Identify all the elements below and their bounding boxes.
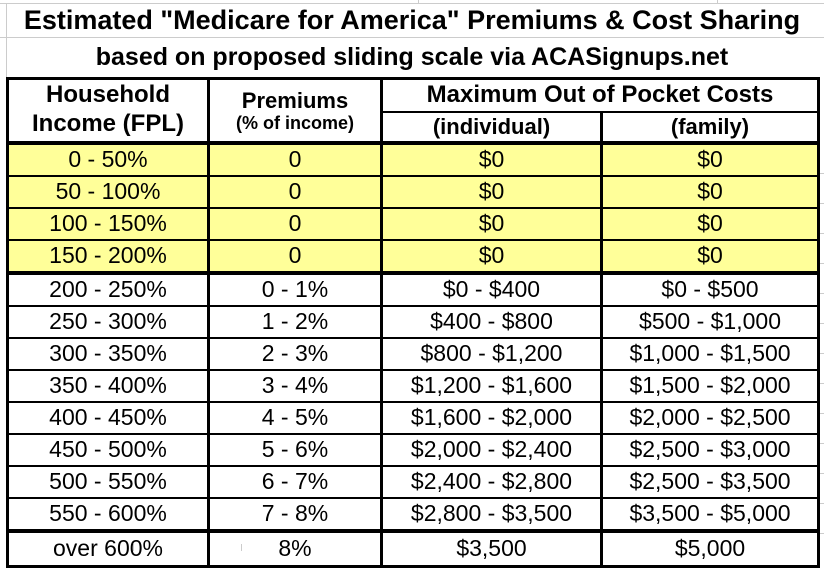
cell-moop-family: $0 [599,238,821,274]
table-row: 200 - 250% 0 - 1% $0 - $400 $0 - $500 [6,270,821,307]
table-row: 550 - 600% 7 - 8% $2,800 - $3,500 $3,500 - … [6,496,821,532]
cell-premium: 0 [207,206,383,241]
title-block: Estimated "Medicare for America" Premium… [0,3,824,77]
cell-moop-family: $1,500 - $2,000 [599,368,821,403]
cell-premium: 1 - 2% [207,304,383,339]
cell-moop-individual: $0 [380,238,603,274]
table-subtitle: based on proposed sliding scale via ACAS… [95,42,729,71]
cell-premium: 0 [207,141,383,177]
table-title: Estimated "Medicare for America" Premium… [23,4,801,35]
cell-moop-individual: $800 - $1,200 [380,336,603,371]
table-row: 50 - 100% 0 $0 $0 [6,174,821,209]
table-row: 400 - 450% 4 - 5% $1,600 - $2,000 $2,000 - … [6,400,821,435]
table-row: 300 - 350% 2 - 3% $800 - $1,200 $1,000 - $1… [6,336,821,371]
cell-premium: 5 - 6% [207,432,383,467]
table-row: 250 - 300% 1 - 2% $400 - $800 $500 - $1,000 [6,304,821,339]
table-row: 450 - 500% 5 - 6% $2,000 - $2,400 $2,500 - … [6,432,821,467]
header-max-out-of-pocket: Maximum Out of Pocket Costs [379,77,821,113]
cell-premium: 0 - 1% [207,270,383,307]
header-household-income: Household Income (FPL) [6,77,210,145]
cell-moop-family: $3,500 - $5,000 [599,496,821,532]
cell-household-income: 200 - 250% [6,270,210,307]
table-row: 500 - 550% 6 - 7% $2,400 - $2,800 $2,500 - … [6,464,821,499]
cell-household-income: 50 - 100% [6,174,210,209]
cell-moop-family: $5,000 [599,528,821,567]
table-row: 100 - 150% 0 $0 $0 [6,206,821,241]
cell-moop-family: $500 - $1,000 [599,304,821,339]
table-row: 350 - 400% 3 - 4% $1,200 - $1,600 $1,500 - … [6,368,821,403]
cell-premium: 0 [207,174,383,209]
cell-moop-family: $2,000 - $2,500 [599,400,821,435]
gridline [0,37,824,38]
table-row: over 600% 8% $3,500 $5,000 [6,528,821,567]
cell-moop-individual: $1,200 - $1,600 [380,368,603,403]
cell-household-income: 500 - 550% [6,464,210,499]
cell-moop-family: $1,000 - $1,500 [599,336,821,371]
gridline [6,3,7,77]
cell-household-income: 150 - 200% [6,238,210,274]
cell-household-income: 400 - 450% [6,400,210,435]
cell-premium: 0 [207,238,383,274]
cell-moop-individual: $2,000 - $2,400 [380,432,603,467]
cell-premium: 7 - 8% [207,496,383,532]
premiums-table: Household Income (FPL) Premiums (% of in… [6,77,821,568]
cell-premium: 6 - 7% [207,464,383,499]
gridline [418,0,419,3]
cell-household-income: 350 - 400% [6,368,210,403]
cell-moop-individual: $0 [380,141,603,177]
header-individual: (individual) [380,110,603,145]
header-household-income-line2: Income (FPL) [31,110,184,138]
cell-moop-family: $0 [599,141,821,177]
cell-household-income: 100 - 150% [6,206,210,241]
cell-moop-family: $0 [599,206,821,241]
cell-premium: 4 - 5% [207,400,383,435]
cell-moop-individual: $0 [380,206,603,241]
cell-moop-individual: $0 - $400 [380,270,603,307]
cell-premium: 3 - 4% [207,368,383,403]
cell-premium: 8% [207,528,383,567]
cell-household-income: 300 - 350% [6,336,210,371]
cell-moop-family: $0 - $500 [599,270,821,307]
table-row: 0 - 50% 0 $0 $0 [6,141,821,177]
header-household-income-line1: Household [46,81,170,109]
cell-premium: 2 - 3% [207,336,383,371]
cell-household-income: 450 - 500% [6,432,210,467]
cell-moop-family: $2,500 - $3,000 [599,432,821,467]
cell-household-income: 0 - 50% [6,141,210,177]
cell-moop-individual: $3,500 [380,528,603,567]
cell-moop-individual: $2,400 - $2,800 [380,464,603,499]
gridline [0,3,824,4]
cell-moop-individual: $0 [380,174,603,209]
table-row: 150 - 200% 0 $0 $0 [6,238,821,274]
gridline [818,144,824,544]
cell-household-income: 250 - 300% [6,304,210,339]
table-body: 0 - 50% 0 $0 $0 50 - 100% 0 $0 $0 100 - 150% 0 $0 $… [6,141,821,567]
cell-moop-individual: $400 - $800 [380,304,603,339]
cell-household-income: over 600% [6,528,210,567]
cell-moop-family: $0 [599,174,821,209]
header-family: (family) [599,110,821,145]
cell-household-income: 550 - 600% [6,496,210,532]
header-premiums: Premiums (% of income) [207,77,383,145]
gridline [717,0,718,3]
header-premiums-line2: (% of income) [235,113,354,134]
cell-moop-individual: $1,600 - $2,000 [380,400,603,435]
header-premiums-line1: Premiums [241,87,349,113]
cell-moop-individual: $2,800 - $3,500 [380,496,603,532]
cell-moop-family: $2,500 - $3,500 [599,464,821,499]
